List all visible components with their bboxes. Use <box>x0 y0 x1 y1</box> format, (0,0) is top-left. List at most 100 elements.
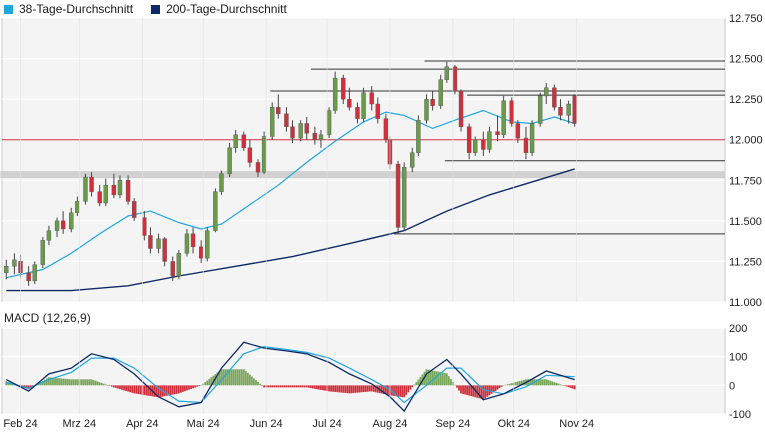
macd-histogram-bar <box>500 385 503 387</box>
macd-histogram-bar <box>127 385 129 392</box>
macd-histogram-bar <box>571 385 574 389</box>
candle-body <box>438 79 443 106</box>
candle-body <box>69 212 74 230</box>
macd-histogram-bar <box>255 380 257 386</box>
macd-histogram-bar <box>557 383 560 386</box>
candle-body <box>495 131 500 136</box>
macd-histogram-bar <box>553 382 556 386</box>
macd-histogram-bar <box>179 385 182 393</box>
candle-body <box>284 113 289 127</box>
macd-histogram-bar <box>115 385 117 388</box>
macd-histogram-bar <box>108 385 111 386</box>
macd-histogram-bar <box>370 385 373 392</box>
macd-histogram-bar <box>7 382 10 386</box>
macd-histogram-bar <box>263 385 265 388</box>
candle-body <box>83 176 88 202</box>
macd-axis-tick: 0 <box>729 380 735 392</box>
macd-histogram-bar <box>555 382 558 386</box>
macd-histogram-bar <box>236 369 239 386</box>
macd-histogram-bar <box>415 382 418 386</box>
x-axis-tick: Jul 24 <box>312 418 341 430</box>
macd-histogram-bar <box>387 385 389 395</box>
macd-histogram-bar <box>348 385 351 394</box>
macd-histogram-bar <box>529 379 531 386</box>
macd-histogram-bar <box>251 376 253 386</box>
x-axis-tick: Aug 24 <box>373 418 408 430</box>
macd-histogram-bar <box>167 385 170 396</box>
macd-histogram-bar <box>437 371 440 386</box>
candle-body <box>466 126 472 153</box>
macd-histogram-bar <box>281 385 284 388</box>
macd-histogram-bar <box>253 378 255 386</box>
macd-histogram-bar <box>261 385 263 386</box>
macd-histogram-bar <box>372 385 375 392</box>
candle-body <box>452 66 458 92</box>
macd-histogram-bar <box>58 378 60 386</box>
macd-histogram-bar <box>240 369 243 386</box>
macd-histogram-bar <box>409 385 412 390</box>
macd-histogram-bar <box>443 372 446 386</box>
macd-histogram-bar <box>52 377 54 386</box>
candle-body <box>355 107 360 119</box>
candle-body <box>26 272 31 282</box>
macd-histogram-bar <box>350 385 353 394</box>
candle-body <box>184 233 190 254</box>
macd-histogram-bar <box>332 385 335 392</box>
macd-histogram-bar <box>94 380 97 386</box>
macd-histogram-bar <box>447 376 450 386</box>
macd-histogram-bar <box>228 369 231 386</box>
candle-body <box>170 261 175 277</box>
candle-body <box>487 131 492 150</box>
macd-histogram-bar <box>320 385 322 390</box>
macd-histogram-bar <box>425 369 428 386</box>
candle-body <box>318 134 324 140</box>
macd-histogram-bar <box>175 385 178 394</box>
macd-histogram-bar <box>324 385 326 391</box>
candle-body <box>89 176 94 192</box>
macd-histogram-bar <box>133 385 136 394</box>
macd-histogram-bar <box>559 384 562 386</box>
candle-body <box>4 266 9 273</box>
price-axis-tick: 11.000 <box>729 297 762 309</box>
macd-histogram-bar <box>368 385 371 392</box>
candle-body <box>290 126 295 139</box>
macd-histogram-bar <box>342 385 345 393</box>
macd-histogram-bar <box>153 385 156 397</box>
macd-histogram-bar <box>376 385 379 393</box>
candle-body <box>75 201 80 213</box>
candle-body <box>227 147 232 174</box>
macd-histogram-bar <box>182 385 184 392</box>
macd-histogram-bar <box>119 385 121 390</box>
macd-histogram-bar <box>184 385 186 392</box>
macd-histogram-bar <box>340 385 343 393</box>
macd-histogram-bar <box>76 379 79 386</box>
candle-body <box>544 87 549 97</box>
macd-histogram-bar <box>549 380 552 386</box>
candle-body <box>97 191 102 204</box>
macd-histogram-bar <box>403 385 406 398</box>
macd-histogram-bar <box>309 385 312 389</box>
candle-body <box>395 163 401 228</box>
macd-histogram-bar <box>315 385 318 390</box>
candle-body <box>270 107 275 137</box>
legend-item-ma38[interactable]: 38-Tage-Durchschnitt <box>4 2 133 16</box>
macd-histogram-bar <box>297 385 300 388</box>
candle-body <box>117 180 123 196</box>
macd-histogram-bar <box>86 379 89 386</box>
candle-body <box>523 137 529 153</box>
candle-body <box>213 191 218 231</box>
legend-item-ma200[interactable]: 200-Tage-Durchschnitt <box>151 2 287 16</box>
support-band <box>0 171 726 179</box>
macd-histogram-bar <box>569 385 572 388</box>
macd-histogram-bar <box>212 375 215 386</box>
candle-body <box>572 95 577 124</box>
macd-histogram-bar <box>360 385 363 393</box>
macd-histogram-bar <box>431 370 434 386</box>
candle-body <box>424 98 429 121</box>
macd-histogram-bar <box>462 385 464 394</box>
macd-histogram-bar <box>112 385 115 388</box>
macd-histogram-bar <box>285 385 288 388</box>
macd-axis-tick: -100 <box>729 409 751 421</box>
candle-body <box>458 90 464 127</box>
